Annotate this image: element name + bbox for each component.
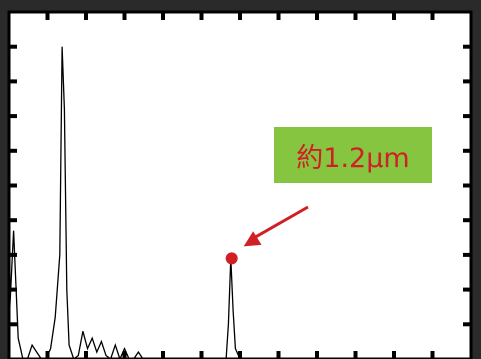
peak-annotation: 約1.2μm — [274, 127, 432, 183]
annotation-label: 約1.2μm — [296, 136, 409, 175]
plot-frame — [9, 12, 471, 359]
peak-marker — [226, 252, 238, 264]
